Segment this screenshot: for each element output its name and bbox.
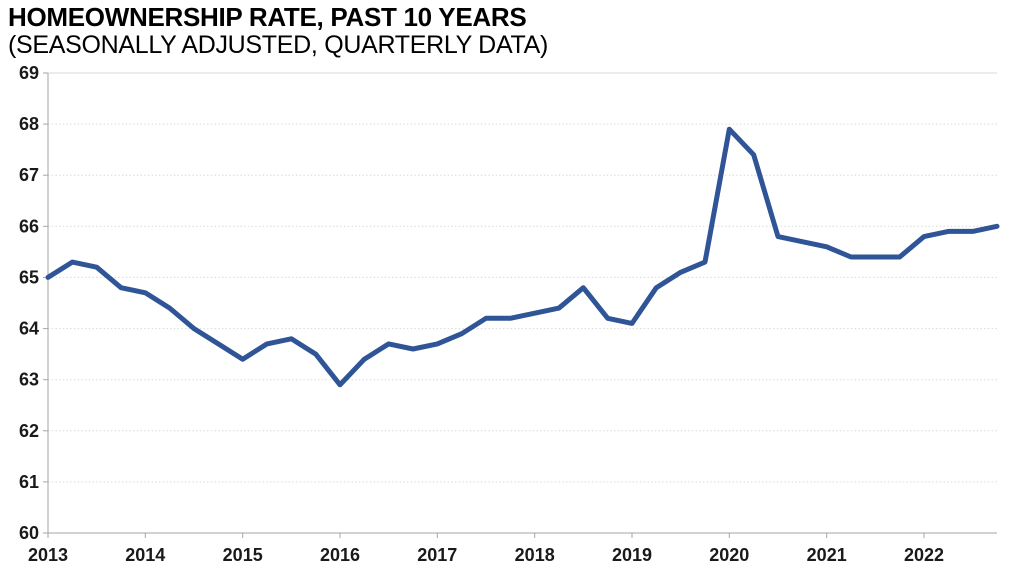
y-tick-label: 61	[19, 472, 39, 492]
y-tick-label: 68	[19, 114, 39, 134]
x-tick-label: 2020	[709, 545, 749, 565]
y-tick-label: 60	[19, 523, 39, 543]
y-tick-label: 66	[19, 216, 39, 236]
chart-title: HOMEOWNERSHIP RATE, PAST 10 YEARS	[8, 2, 527, 32]
x-tick-label: 2015	[223, 545, 263, 565]
y-tick-label: 64	[19, 319, 39, 339]
y-tick-label: 63	[19, 370, 39, 390]
x-tick-label: 2016	[320, 545, 360, 565]
chart-subtitle: (SEASONALLY ADJUSTED, QUARTERLY DATA)	[8, 31, 548, 59]
x-tick-label: 2014	[125, 545, 165, 565]
x-tick-label: 2013	[28, 545, 68, 565]
x-tick-label: 2019	[612, 545, 652, 565]
y-tick-label: 69	[19, 63, 39, 83]
y-tick-label: 62	[19, 421, 39, 441]
homeownership-rate-series-line	[45, 126, 1000, 388]
y-tick-label: 65	[19, 267, 39, 287]
y-tick-label: 67	[19, 165, 39, 185]
x-tick-label: 2022	[904, 545, 944, 565]
x-tick-label: 2021	[807, 545, 847, 565]
x-tick-label: 2017	[417, 545, 457, 565]
x-tick-label: 2018	[515, 545, 555, 565]
